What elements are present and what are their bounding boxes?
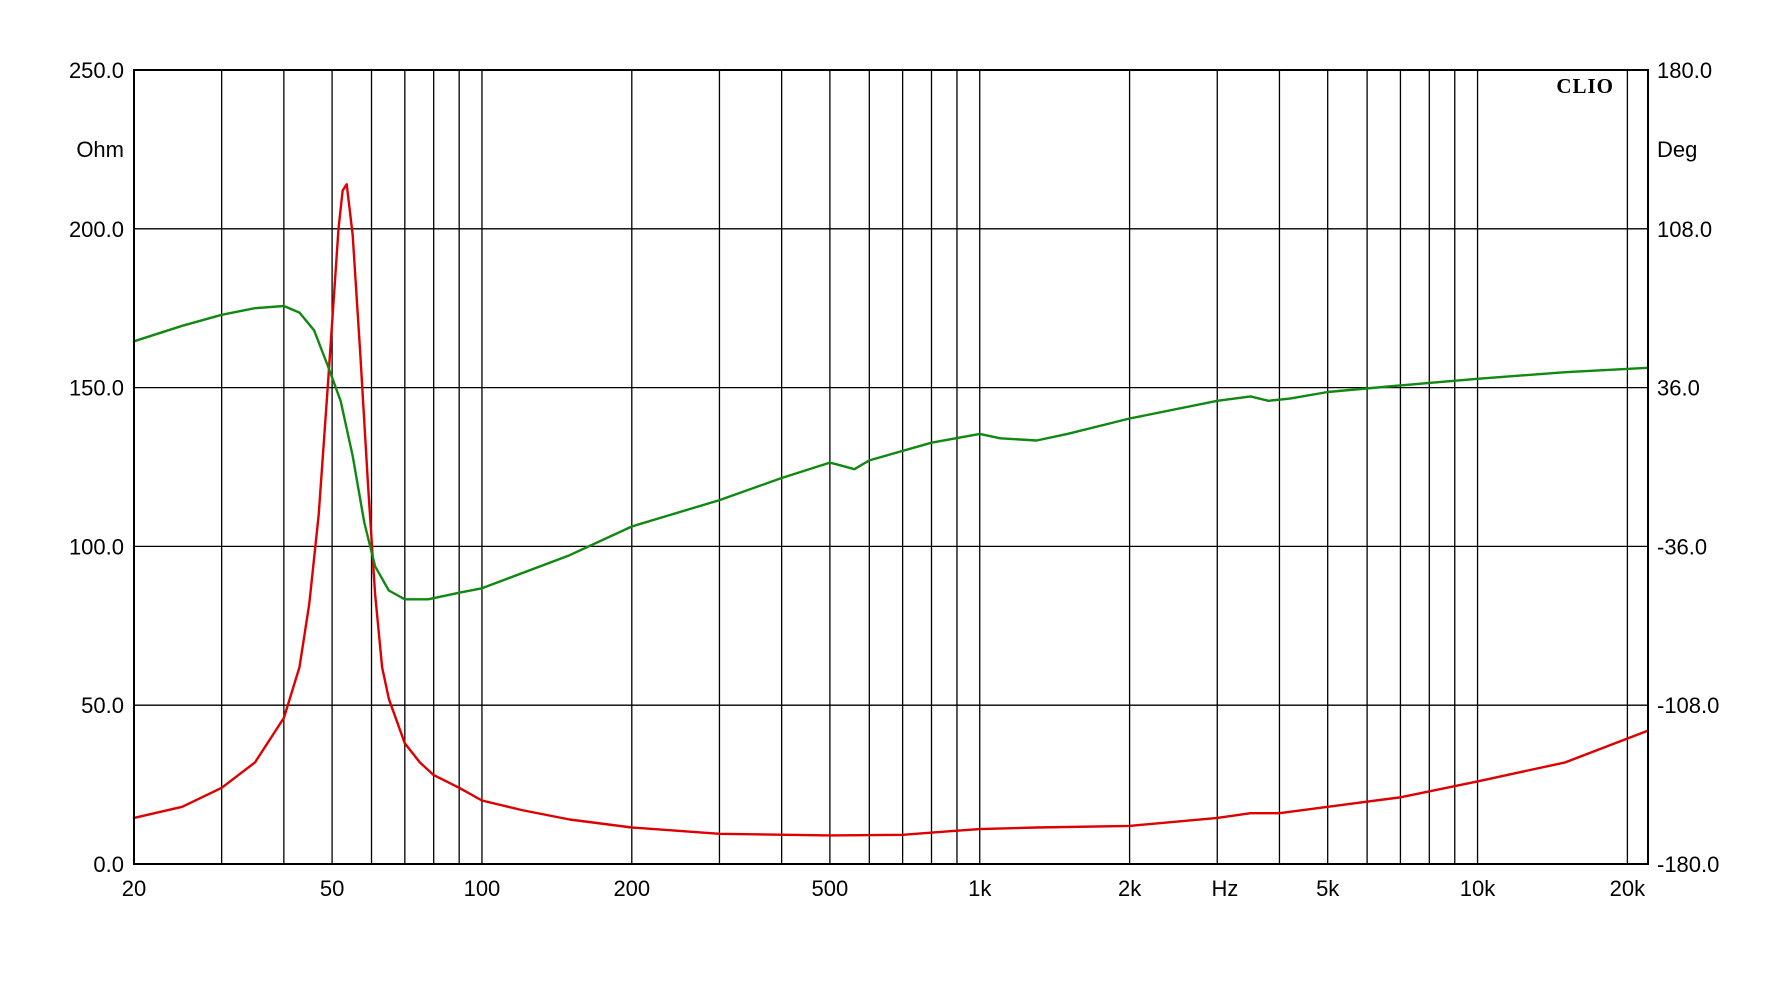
y-left-tick-label: 200.0: [69, 217, 124, 242]
grid-lines: [133, 70, 1648, 864]
clio-logo: CLIO: [1556, 74, 1614, 98]
y-right-unit-label: Deg: [1657, 137, 1697, 162]
x-unit-label: Hz: [1212, 876, 1239, 901]
x-tick-label: 20k: [1610, 876, 1646, 901]
y-right-tick-label: 36.0: [1657, 376, 1700, 401]
y-left-tick-label: 250.0: [69, 58, 124, 83]
y-left-tick-label: 50.0: [81, 693, 124, 718]
x-tick-label: 500: [812, 876, 849, 901]
x-tick-label: 2k: [1118, 876, 1142, 901]
y-left-tick-label: 150.0: [69, 376, 124, 401]
y-right-tick-label: 180.0: [1657, 58, 1712, 83]
y-left-tick-label: 0.0: [93, 852, 124, 877]
impedance-curve: [132, 183, 1650, 837]
y-right-tick-label: 108.0: [1657, 217, 1712, 242]
y-right-tick-label: -108.0: [1657, 693, 1719, 718]
plot-frame: [133, 69, 1649, 865]
phase-curve: [132, 304, 1650, 601]
axis-labels: 0.0 -180.0 50.0 -108.0 100.0 -36.0 150.0 36.0 20…: [69, 58, 1719, 901]
x-tick-label: 100: [464, 876, 501, 901]
x-tick-label: 1k: [968, 876, 992, 901]
y-left-unit-label: Ohm: [76, 137, 124, 162]
x-tick-label: 200: [613, 876, 650, 901]
y-left-tick-label: 100.0: [69, 534, 124, 559]
y-right-tick-label: -36.0: [1657, 534, 1707, 559]
x-tick-label: 10k: [1460, 876, 1496, 901]
x-tick-label: 5k: [1316, 876, 1340, 901]
x-tick-label: 20: [122, 876, 146, 901]
y-right-tick-label: -180.0: [1657, 852, 1719, 877]
x-tick-label: 50: [320, 876, 344, 901]
data-curves: [132, 183, 1650, 837]
